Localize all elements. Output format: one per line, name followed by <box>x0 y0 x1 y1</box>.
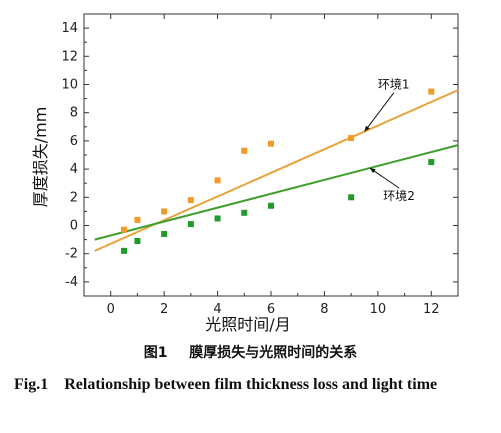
data-point-series-1 <box>214 177 221 184</box>
x-tick-label: 0 <box>107 302 115 317</box>
annotation-arrow-2 <box>369 167 400 189</box>
caption-chinese: 图1 膜厚损失与光照时间的关系 <box>0 342 501 362</box>
annotation-arrowhead-1 <box>364 125 370 132</box>
x-tick-label: 10 <box>370 302 387 317</box>
caption-cn-label: 图1 <box>143 345 168 361</box>
annotation-arrowhead-2 <box>369 168 376 174</box>
data-point-series-1 <box>134 216 141 223</box>
data-point-series-2 <box>241 209 248 216</box>
data-point-series-1 <box>348 135 355 142</box>
series-label-2: 环境2 <box>383 188 415 203</box>
plot-frame <box>83 13 459 297</box>
data-point-series-1 <box>187 197 194 204</box>
data-point-series-2 <box>268 202 274 209</box>
y-tick-label: 14 <box>61 21 78 36</box>
y-tick-label: 0 <box>70 219 78 234</box>
x-tick-label: 6 <box>267 302 275 317</box>
y-tick-label: 12 <box>61 49 78 64</box>
caption-english: Fig.1 Relationship between film thickness… <box>14 372 494 398</box>
data-point-series-1 <box>428 88 435 95</box>
y-tick-label: 6 <box>70 134 78 149</box>
y-tick-label: -2 <box>65 247 78 262</box>
caption-en-label: Fig.1 <box>14 376 49 393</box>
y-tick-label: 8 <box>70 106 78 121</box>
x-tick-label: 8 <box>320 302 328 317</box>
y-tick-label: 10 <box>61 78 78 93</box>
annotations: 环境1 环境2 <box>364 77 415 203</box>
data-point-series-1 <box>121 226 128 233</box>
x-tick-label: 2 <box>160 302 168 317</box>
data-point-series-2 <box>187 221 194 228</box>
data-point-series-2 <box>134 238 141 245</box>
x-tick-label: 12 <box>423 302 440 317</box>
annotation-arrow-1 <box>364 92 395 132</box>
data-point-series-1 <box>161 208 168 215</box>
caption-cn-text: 膜厚损失与光照时间的关系 <box>189 345 358 361</box>
data-point-series-2 <box>121 247 128 254</box>
fit-line-series-1 <box>94 89 459 252</box>
data-point-series-2 <box>161 230 168 237</box>
data-point-series-2 <box>428 159 435 166</box>
data-point-series-1 <box>241 147 248 154</box>
x-tick-label: 4 <box>213 302 221 317</box>
y-axis-label: 厚度损失/mm <box>31 107 50 208</box>
fit-lines <box>94 89 459 252</box>
y-tick-label: -4 <box>65 275 78 290</box>
data-point-series-2 <box>214 215 221 222</box>
scatter-chart: 0 2 4 6 8 10 12 -4 -2 0 2 4 6 8 10 12 14 环境1 环境2 光照时间/月 厚… <box>31 13 459 334</box>
caption-en-text: Relationship between film thickness loss… <box>64 376 438 393</box>
axes: 0 2 4 6 8 10 12 -4 -2 0 2 4 6 8 10 12 14 <box>61 13 459 317</box>
data-point-series-1 <box>268 140 274 147</box>
y-tick-label: 2 <box>70 190 78 205</box>
data-points <box>121 88 435 254</box>
fit-line-series-2 <box>94 144 459 241</box>
x-axis-label: 光照时间/月 <box>205 315 290 334</box>
data-point-series-2 <box>348 194 355 201</box>
series-label-1: 环境1 <box>378 77 410 92</box>
y-tick-label: 4 <box>70 162 78 177</box>
